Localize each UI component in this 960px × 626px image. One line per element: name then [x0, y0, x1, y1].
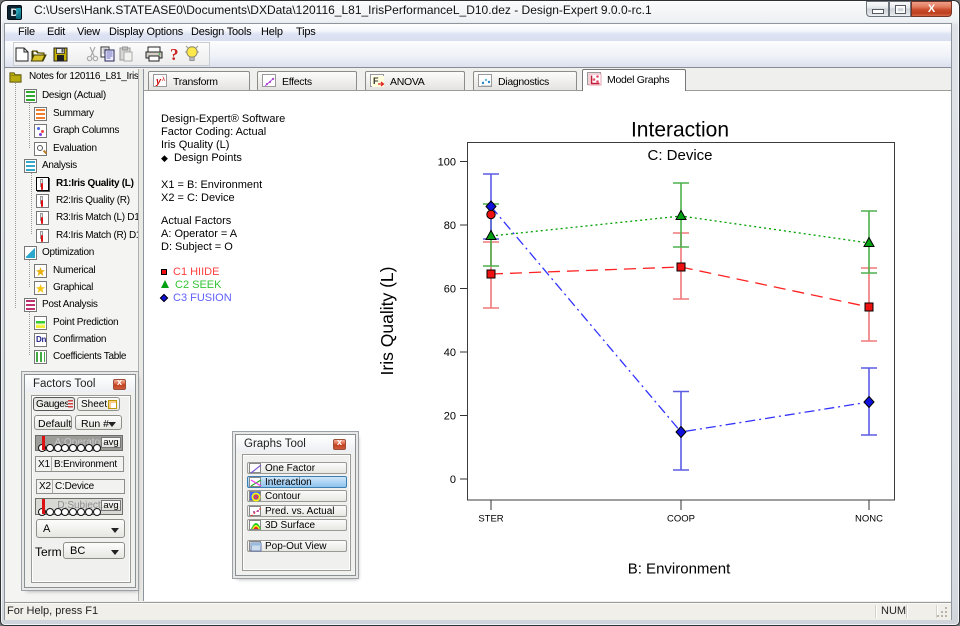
- svg-text:100: 100: [438, 157, 456, 169]
- svg-text:y: y: [155, 76, 162, 86]
- svg-text:COOP: COOP: [667, 514, 695, 525]
- svg-text:?: ?: [170, 45, 179, 64]
- svg-text:Iris Quality (L): Iris Quality (L): [377, 267, 397, 376]
- svg-text:Interaction: Interaction: [631, 119, 729, 142]
- svg-text:B: Environment: B: Environment: [628, 561, 731, 578]
- svg-text:F: F: [373, 76, 379, 86]
- svg-text:80: 80: [444, 220, 456, 232]
- svg-text:0: 0: [450, 474, 456, 486]
- svg-text:20: 20: [444, 411, 456, 423]
- svg-text:C: Device: C: Device: [647, 147, 712, 164]
- svg-text:NONC: NONC: [855, 514, 883, 525]
- svg-text:40: 40: [444, 347, 456, 359]
- svg-text:STER: STER: [478, 514, 503, 525]
- svg-text:λ: λ: [162, 77, 165, 83]
- svg-text:60: 60: [444, 284, 456, 296]
